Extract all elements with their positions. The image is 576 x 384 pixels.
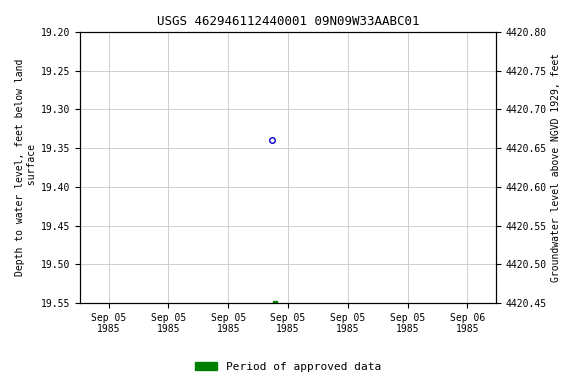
Y-axis label: Depth to water level, feet below land
 surface: Depth to water level, feet below land su… [15,59,37,276]
Y-axis label: Groundwater level above NGVD 1929, feet: Groundwater level above NGVD 1929, feet [551,53,561,282]
Title: USGS 462946112440001 09N09W33AABC01: USGS 462946112440001 09N09W33AABC01 [157,15,419,28]
Legend: Period of approved data: Period of approved data [191,358,385,377]
